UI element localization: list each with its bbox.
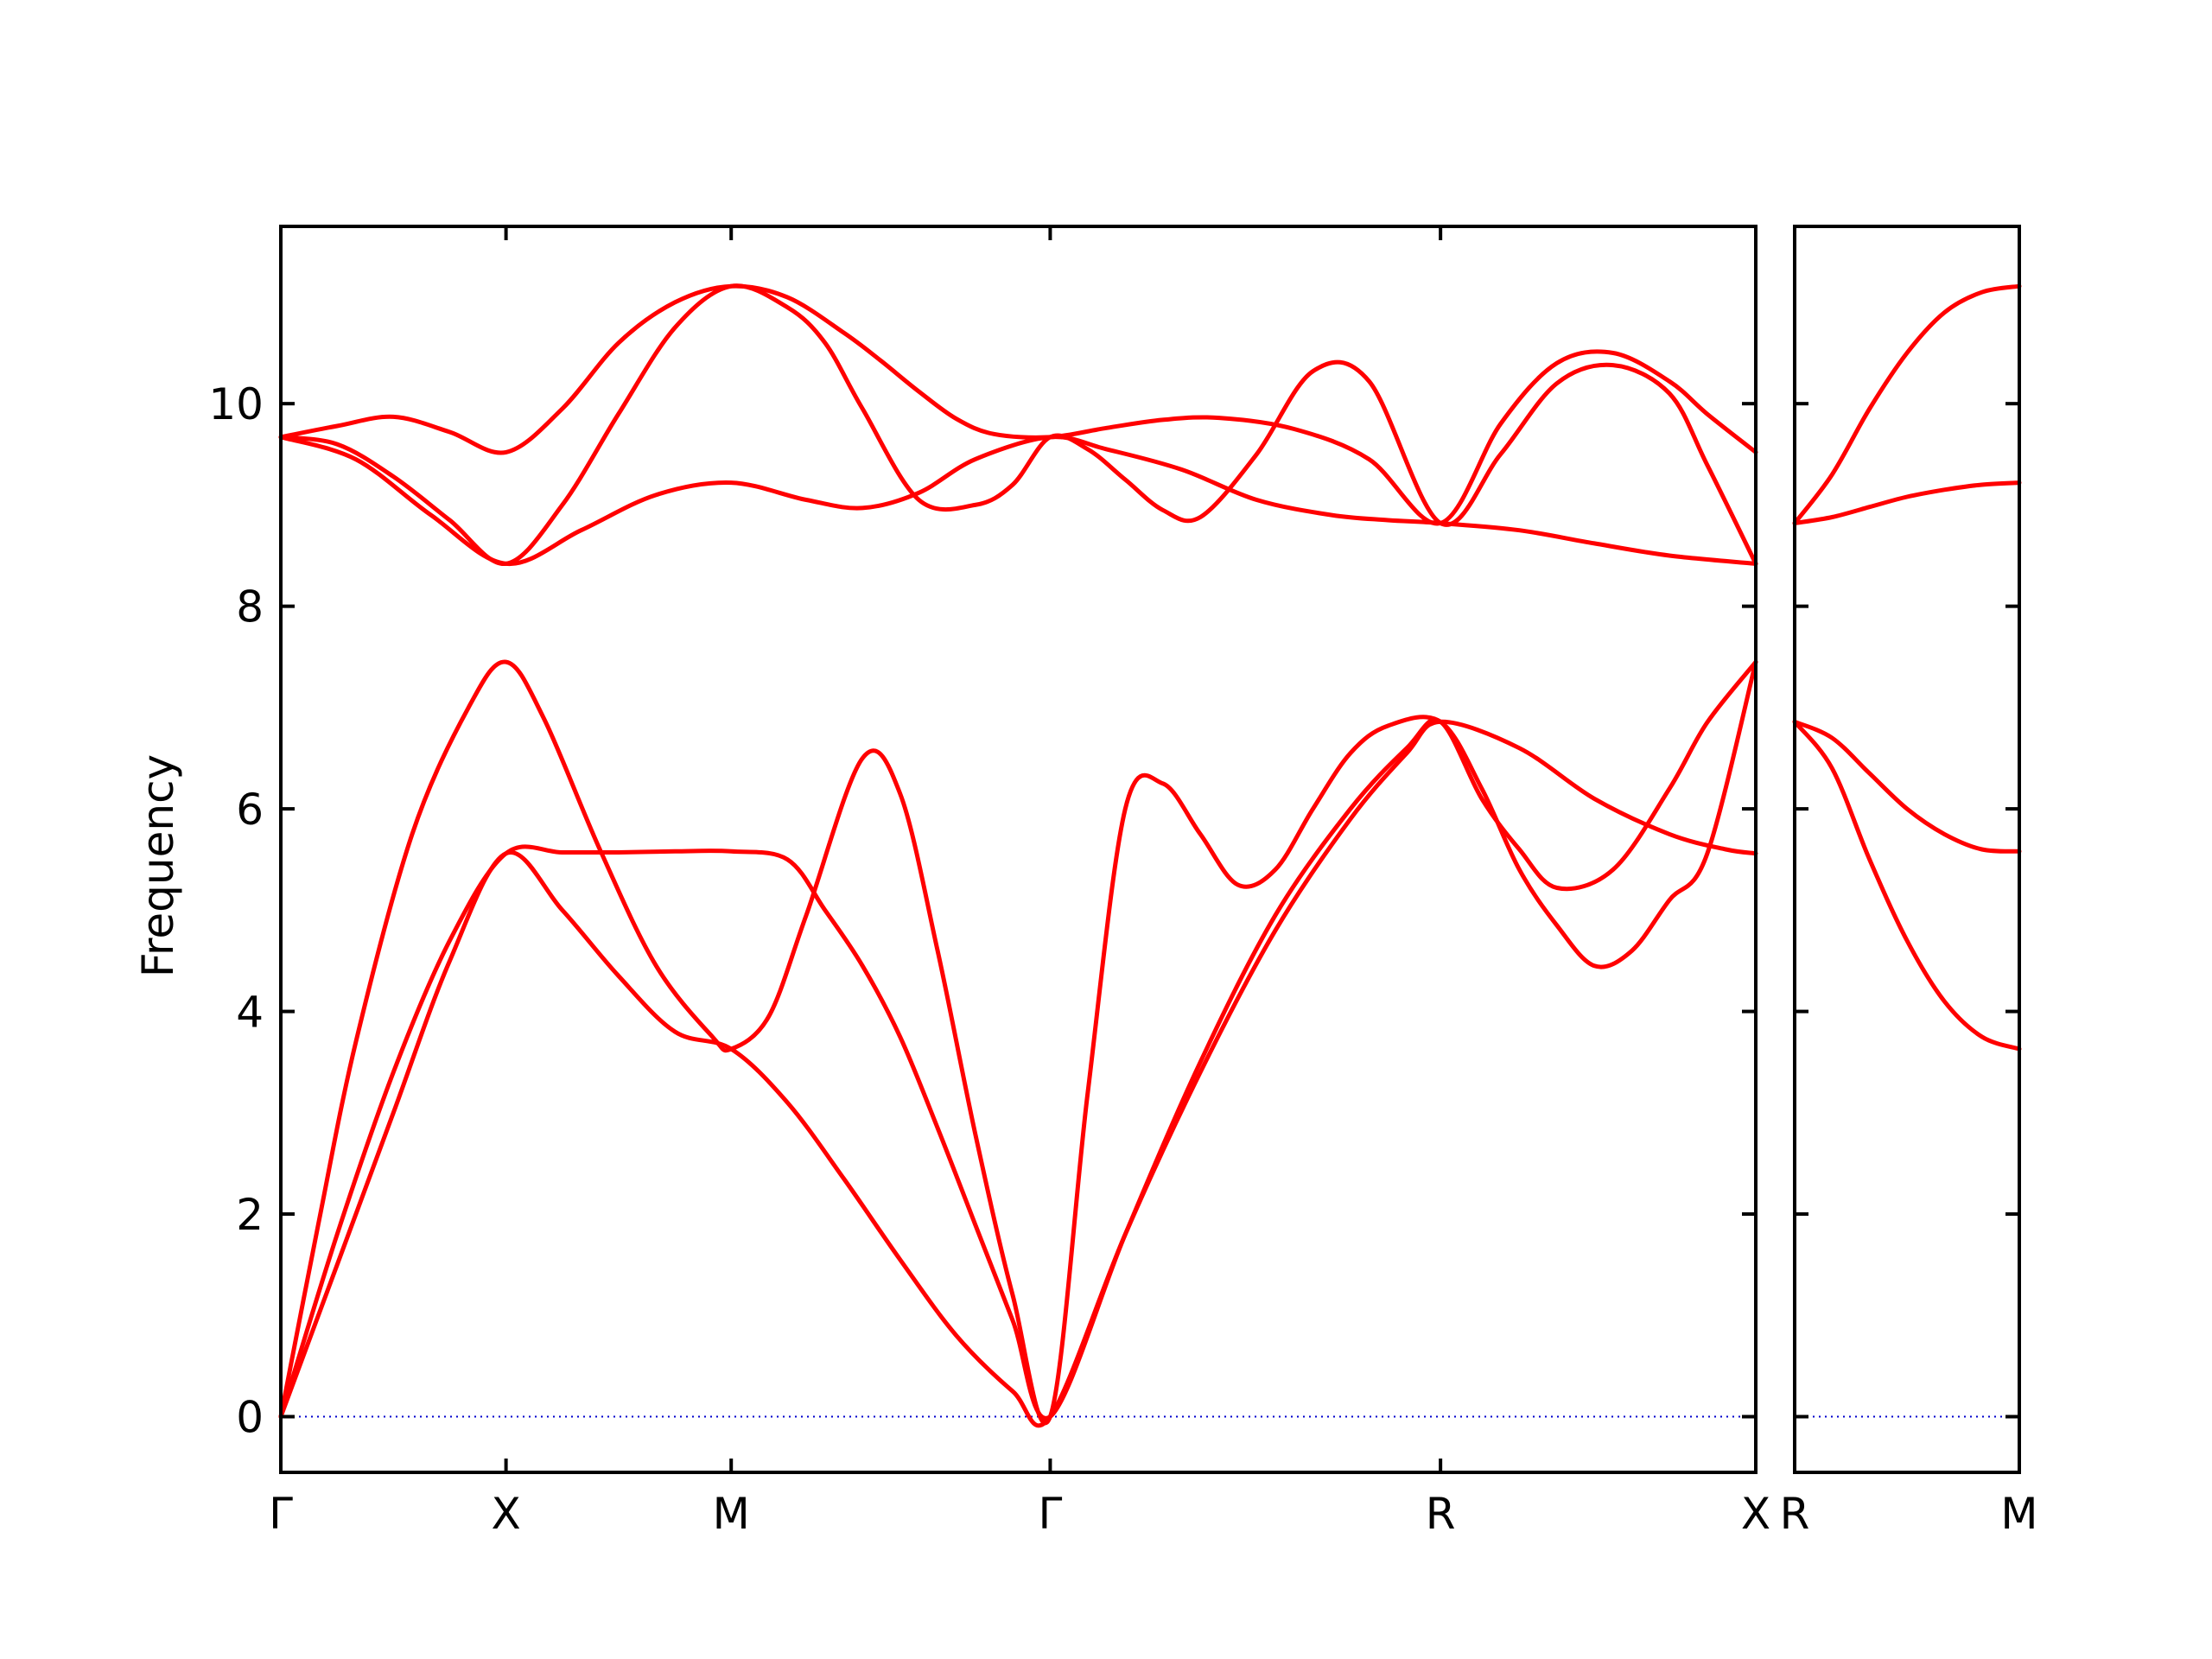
phonon-band-1 (1792, 283, 2022, 525)
x-tick-label: X (1741, 1489, 1770, 1539)
y-tick-label: 6 (236, 785, 264, 835)
x-tick-label: X (491, 1489, 520, 1539)
x-tick-label: M (2000, 1489, 2037, 1539)
y-tick-label: 2 (236, 1190, 264, 1240)
phonon-band-2 (1792, 480, 2022, 525)
phonon-band-6 (278, 719, 1758, 1428)
y-tick-label: 4 (236, 988, 264, 1038)
y-tick-label: 10 (208, 379, 264, 429)
phonon-band-4 (1792, 719, 2022, 1052)
x-tick-label: Γ (1038, 1489, 1062, 1539)
y-axis-label: Frequency (133, 754, 183, 977)
phonon-band-4 (278, 659, 1758, 1426)
plot-frame (1793, 225, 2021, 1474)
phonon-band-3 (1792, 719, 2022, 854)
phonon-band-2 (278, 283, 1758, 566)
x-tick-label: R (1780, 1489, 1810, 1539)
plot-frame (279, 225, 1758, 1474)
phonon-band-5 (278, 659, 1758, 1421)
x-tick-label: Γ (269, 1489, 293, 1539)
x-tick-label: M (713, 1489, 750, 1539)
y-tick-label: 0 (236, 1393, 264, 1443)
x-tick-label: R (1426, 1489, 1456, 1539)
band-panel-main: 0 2 4 6 8 10 Γ X M Γ R X (208, 225, 1770, 1539)
phonon-band-1 (278, 283, 1758, 526)
phonon-band-3 (278, 435, 1758, 566)
y-tick-label: 8 (236, 582, 264, 632)
